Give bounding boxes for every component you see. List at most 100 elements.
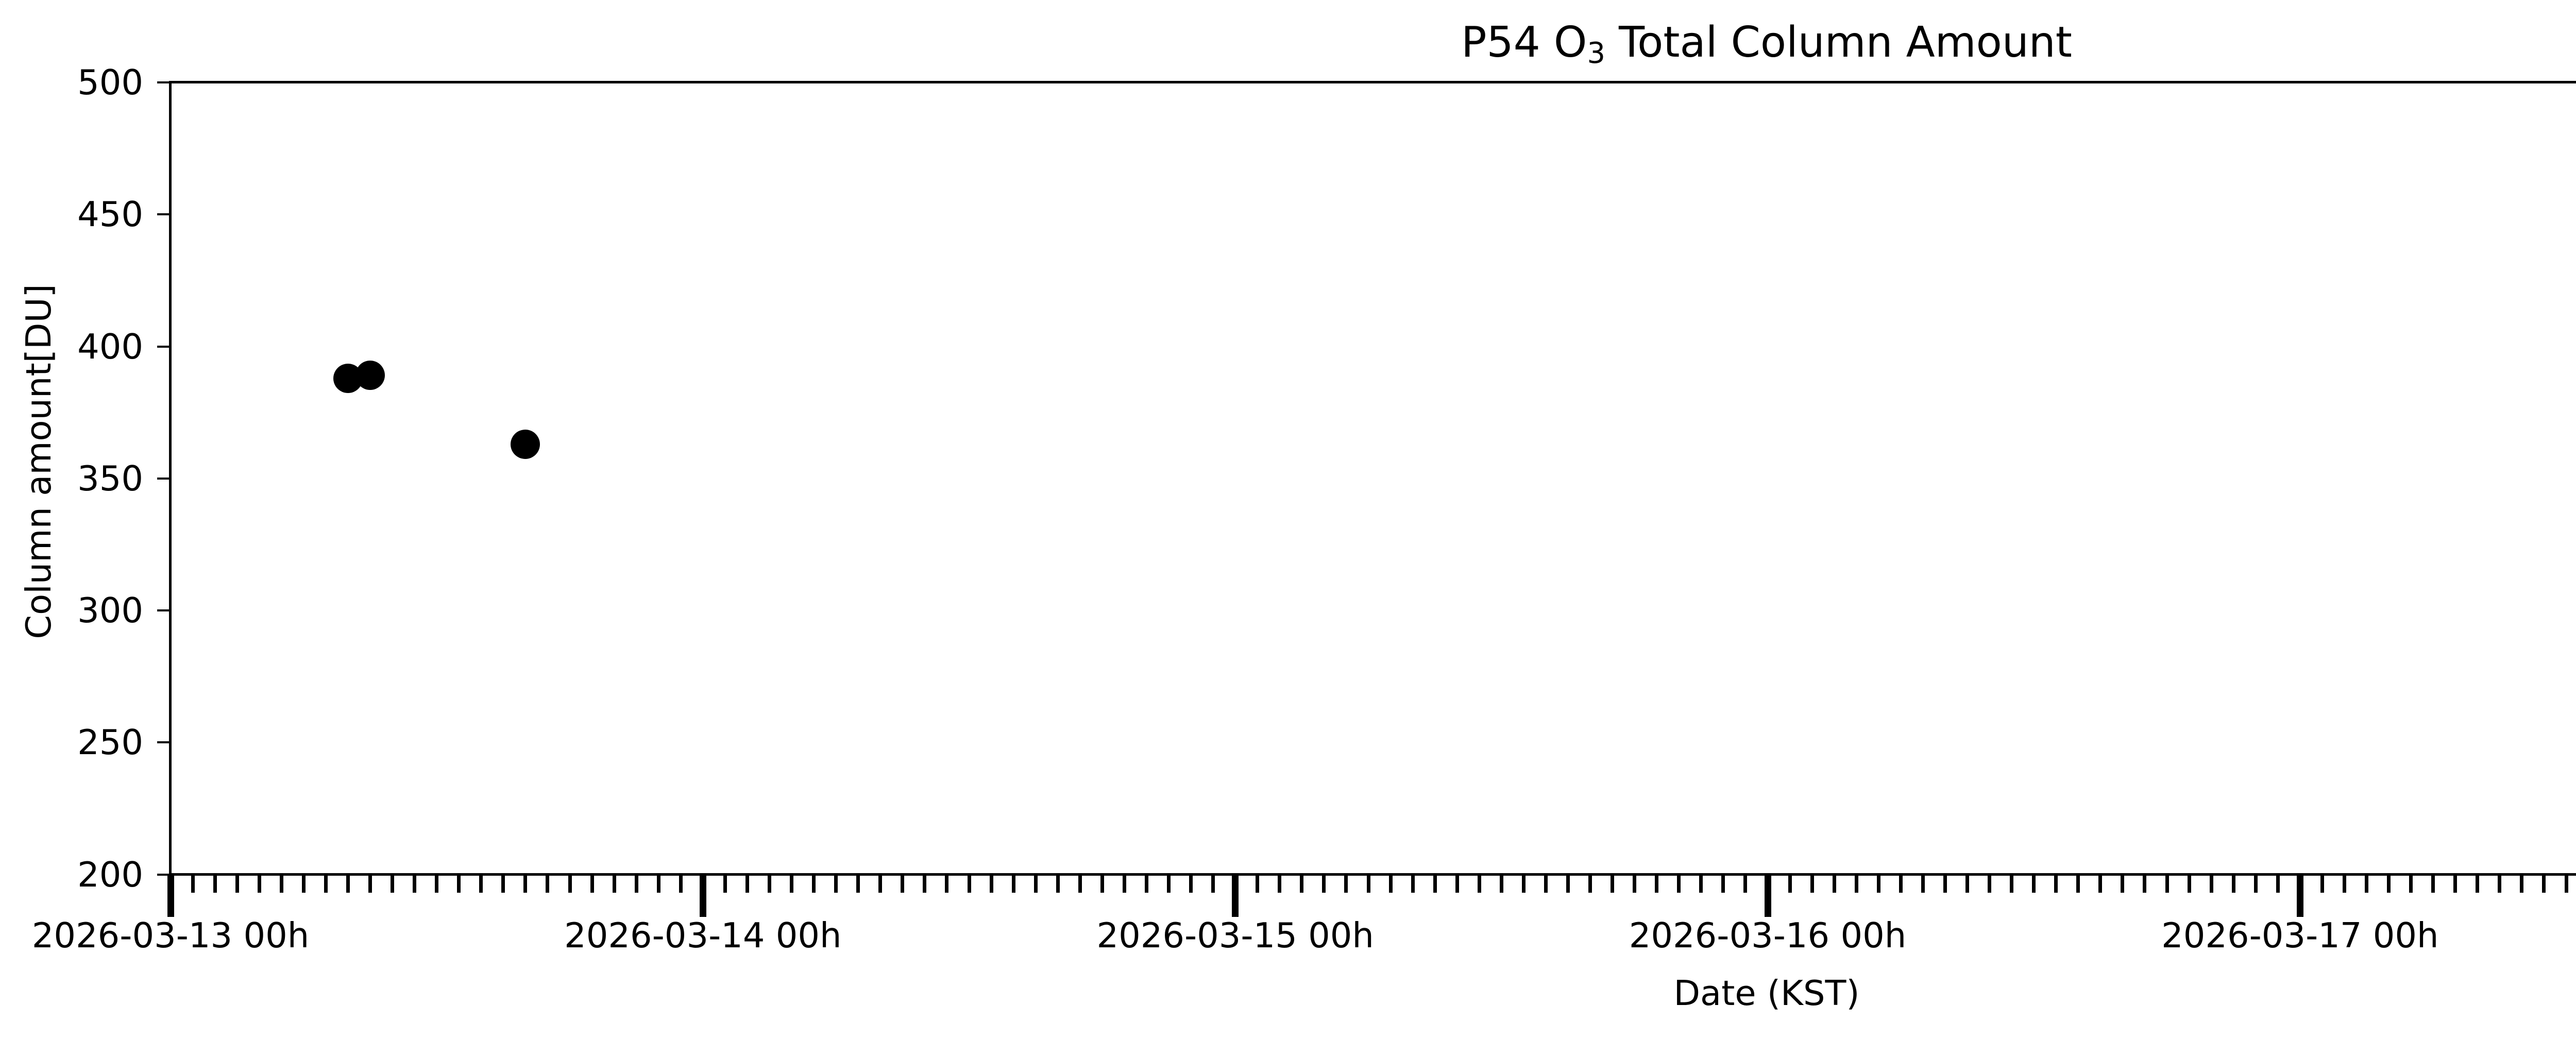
x-minor-tick: [634, 876, 638, 893]
x-minor-tick: [2387, 876, 2391, 893]
plot-area: [169, 81, 2576, 876]
x-major-tick: [167, 876, 174, 917]
x-minor-tick: [2365, 876, 2368, 893]
x-axis-label: Date (KST): [1673, 973, 1860, 1013]
chart-title: P54 O3 Total Column Amount: [0, 18, 2576, 71]
y-tick-label: 250: [77, 722, 143, 763]
x-minor-tick: [1366, 876, 1370, 893]
x-minor-tick: [1388, 876, 1393, 893]
x-major-tick: [2296, 876, 2303, 917]
x-minor-tick: [324, 876, 328, 893]
x-minor-tick: [2209, 876, 2213, 893]
x-minor-tick: [1411, 876, 1415, 893]
x-minor-tick: [945, 876, 949, 893]
x-minor-tick: [901, 876, 905, 893]
chart-title-subscript: 3: [1587, 37, 1605, 71]
x-minor-tick: [1655, 876, 1659, 893]
x-minor-tick: [1189, 876, 1193, 893]
x-minor-tick: [1256, 876, 1260, 893]
x-minor-tick: [768, 876, 771, 893]
x-major-tick: [1764, 876, 1771, 917]
x-minor-tick: [2342, 876, 2346, 893]
x-minor-tick: [656, 876, 660, 893]
x-minor-tick: [2320, 876, 2324, 893]
x-minor-tick: [546, 876, 550, 893]
x-minor-tick: [1477, 876, 1481, 893]
x-minor-tick: [1544, 876, 1548, 893]
x-minor-tick: [1899, 876, 1903, 893]
x-minor-tick: [2542, 876, 2546, 893]
x-minor-tick: [1433, 876, 1437, 893]
x-minor-tick: [2431, 876, 2435, 893]
x-minor-tick: [812, 876, 816, 893]
x-tick-label: 2026-03-17 00h: [2161, 915, 2439, 956]
x-minor-tick: [1988, 876, 1992, 893]
x-tick-label: 2026-03-13 00h: [31, 915, 310, 956]
x-major-tick: [699, 876, 706, 917]
x-minor-tick: [590, 876, 594, 893]
x-minor-tick: [1854, 876, 1858, 893]
x-minor-tick: [967, 876, 971, 893]
x-minor-tick: [790, 876, 794, 893]
x-tick-label: 2026-03-16 00h: [1629, 915, 1907, 956]
x-minor-tick: [279, 876, 283, 893]
x-tick-label: 2026-03-14 00h: [564, 915, 842, 956]
y-tick-mark: [157, 609, 170, 611]
y-tick-mark: [157, 741, 170, 744]
x-minor-tick: [1588, 876, 1592, 893]
x-minor-tick: [1100, 876, 1104, 893]
y-tick-mark: [157, 873, 170, 876]
y-tick-mark: [157, 81, 170, 83]
x-major-tick: [1232, 876, 1239, 917]
x-minor-tick: [257, 876, 261, 893]
x-minor-tick: [2453, 876, 2458, 893]
y-tick-mark: [157, 477, 170, 480]
x-minor-tick: [1832, 876, 1836, 893]
x-minor-tick: [2032, 876, 2036, 893]
y-tick-mark: [157, 213, 170, 216]
x-minor-tick: [346, 876, 350, 893]
x-minor-tick: [2276, 876, 2280, 893]
x-minor-tick: [2076, 876, 2080, 893]
x-minor-tick: [1322, 876, 1326, 893]
x-minor-tick: [2564, 876, 2568, 893]
x-minor-tick: [834, 876, 838, 893]
x-minor-tick: [1033, 876, 1038, 893]
x-minor-tick: [1344, 876, 1348, 893]
x-minor-tick: [1788, 876, 1792, 893]
x-minor-tick: [1921, 876, 1925, 893]
x-minor-tick: [1810, 876, 1814, 893]
x-minor-tick: [2476, 876, 2480, 893]
x-minor-tick: [2520, 876, 2524, 893]
data-point: [355, 361, 385, 390]
x-minor-tick: [745, 876, 749, 893]
x-minor-tick: [1122, 876, 1126, 893]
y-tick-label: 350: [77, 458, 143, 499]
x-minor-tick: [435, 876, 439, 893]
x-minor-tick: [413, 876, 417, 893]
x-minor-tick: [479, 876, 483, 893]
x-minor-tick: [1943, 876, 1947, 893]
x-minor-tick: [1211, 876, 1215, 893]
x-minor-tick: [1677, 876, 1681, 893]
x-minor-tick: [1521, 876, 1526, 893]
x-minor-tick: [368, 876, 372, 893]
x-minor-tick: [1721, 876, 1725, 893]
x-minor-tick: [1876, 876, 1880, 893]
x-minor-tick: [2253, 876, 2258, 893]
x-minor-tick: [2409, 876, 2413, 893]
x-tick-label: 2026-03-15 00h: [1096, 915, 1374, 956]
x-minor-tick: [213, 876, 217, 893]
y-tick-label: 500: [77, 62, 143, 103]
x-minor-tick: [1300, 876, 1304, 893]
chart-title-prefix: P54 O: [1461, 18, 1587, 67]
x-minor-tick: [1078, 876, 1082, 893]
x-minor-tick: [1144, 876, 1148, 893]
x-minor-tick: [679, 876, 683, 893]
y-tick-label: 300: [77, 590, 143, 631]
y-tick-label: 400: [77, 326, 143, 367]
x-minor-tick: [856, 876, 860, 893]
x-minor-tick: [1167, 876, 1171, 893]
x-minor-tick: [1633, 876, 1637, 893]
